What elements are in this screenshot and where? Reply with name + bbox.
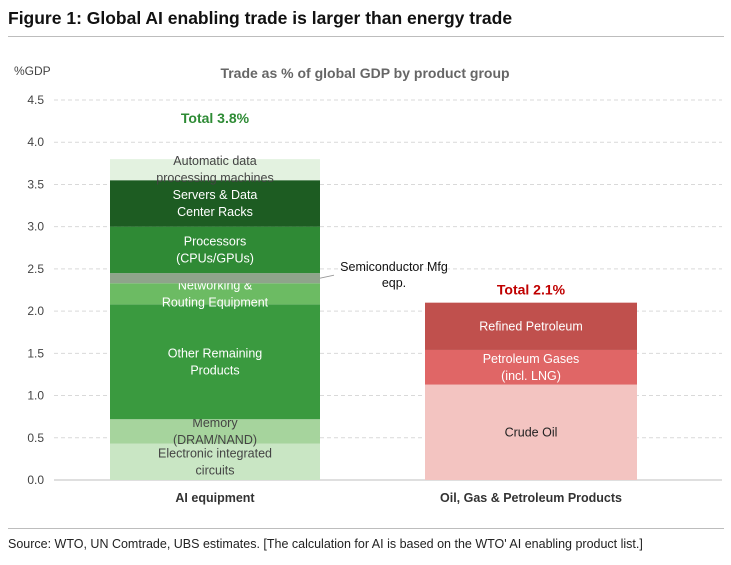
y-tick-label: 3.5 <box>27 177 44 191</box>
y-tick-label: 1.5 <box>27 346 44 360</box>
segment-label: Electronic integrated <box>158 446 272 460</box>
bar-segment <box>110 159 320 181</box>
segment-label: Semiconductor Mfg <box>340 260 448 274</box>
y-axis-label: %GDP <box>14 64 51 78</box>
total-label: Total 2.1% <box>497 282 566 298</box>
segment-label: Other Remaining <box>168 346 263 360</box>
bar-segment <box>425 302 637 350</box>
segment-label: processing machines <box>156 171 273 185</box>
y-tick-label: 4.0 <box>27 135 44 149</box>
bar-segment <box>110 226 320 274</box>
bar-segment <box>110 273 320 284</box>
segment-label: Petroleum Gases <box>483 352 580 366</box>
y-tick-label: 2.5 <box>27 262 44 276</box>
bar-segment <box>110 180 320 227</box>
segment-label: (DRAM/NAND) <box>173 433 257 447</box>
title-divider <box>8 36 724 37</box>
segment-label: Servers & Data <box>173 188 258 202</box>
segment-label: Memory <box>192 416 238 430</box>
stacked-bar-chart: Trade as % of global GDP by product grou… <box>14 64 722 505</box>
bar-segment <box>110 283 320 305</box>
bar-segment <box>110 443 320 480</box>
total-label: Total 3.8% <box>181 110 250 126</box>
callout-leader <box>319 274 335 279</box>
segment-label: Refined Petroleum <box>479 319 583 333</box>
segment-label: Automatic data <box>173 154 256 168</box>
y-tick-label: 4.5 <box>27 93 44 107</box>
figure-title: Figure 1: Global AI enabling trade is la… <box>8 8 513 28</box>
bar-segment <box>425 384 637 480</box>
bar-segment <box>425 349 637 385</box>
chart-title: Trade as % of global GDP by product grou… <box>220 65 509 81</box>
y-tick-label: 0.0 <box>27 473 44 487</box>
bar-segment <box>110 304 320 420</box>
x-category-label: AI equipment <box>175 491 255 505</box>
x-category-label: Oil, Gas & Petroleum Products <box>440 491 622 505</box>
segment-label: (CPUs/GPUs) <box>176 251 254 265</box>
y-tick-label: 1.0 <box>27 389 44 403</box>
segment-label: Routing Equipment <box>162 295 269 309</box>
source-divider <box>8 528 724 529</box>
source-note: Source: WTO, UN Comtrade, UBS estimates.… <box>8 537 643 551</box>
y-tick-label: 0.5 <box>27 431 44 445</box>
segment-label: Center Racks <box>177 205 253 219</box>
segment-label: Products <box>190 363 239 377</box>
plot-area: 0.0 0.5 1.0 1.5 2.0 2.5 3.0 3.5 4.0 4.5 Electronic… <box>27 93 722 505</box>
segment-label: Crude Oil <box>505 425 558 439</box>
y-tick-label: 3.0 <box>27 220 44 234</box>
segment-label: Processors <box>184 234 247 248</box>
segment-label: eqp. <box>382 276 406 290</box>
bar-segment <box>110 419 320 444</box>
segment-label: circuits <box>196 463 235 477</box>
y-tick-label: 2.0 <box>27 304 44 318</box>
segment-label: (incl. LNG) <box>501 369 561 383</box>
